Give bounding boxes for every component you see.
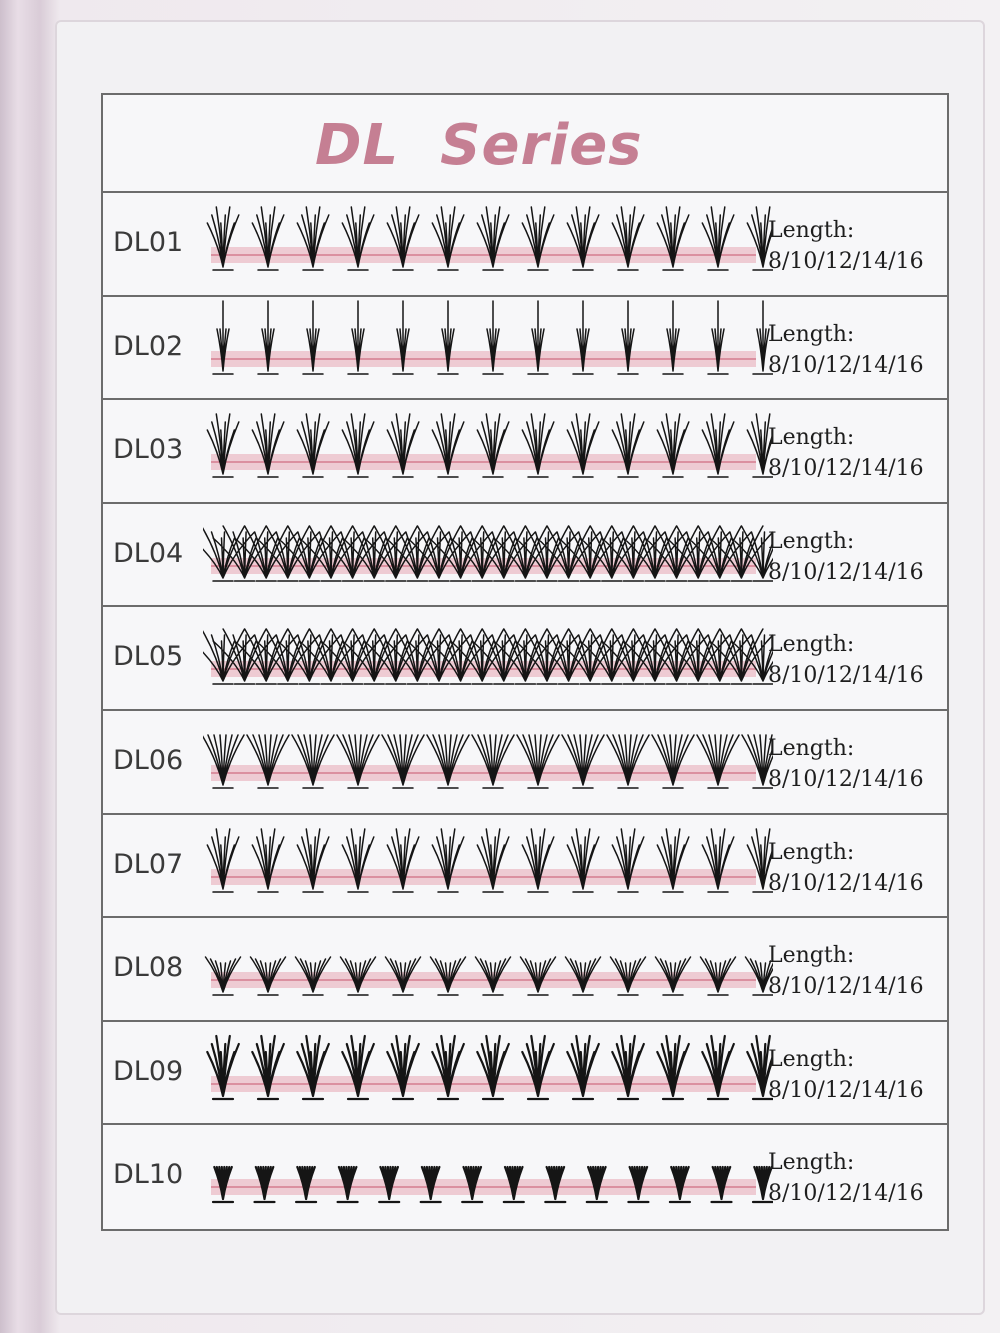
style-code: DL03 (113, 434, 184, 466)
lash-strip-image (206, 413, 773, 478)
style-code: DL09 (113, 1055, 184, 1087)
length-values: 8/10/12/14/16 (768, 559, 924, 585)
length-values: 8/10/12/14/16 (768, 249, 924, 274)
lash-row: DL09 Length: 8/10/12/14/16 (103, 1022, 947, 1126)
length-values: 8/10/12/14/16 (768, 1181, 924, 1207)
style-code: DL07 (113, 848, 184, 880)
lash-row: DL04 Length: 8/10/12/14/16 (103, 504, 947, 608)
length-values: 8/10/12/14/16 (768, 352, 924, 378)
lash-strip-image (206, 827, 773, 893)
style-code: DL01 (113, 227, 184, 258)
length-label: Length: (768, 425, 855, 451)
style-code: DL08 (113, 952, 184, 984)
lash-row: DL02 Length: 8/10/12/14/16 (103, 297, 947, 401)
lash-fibers (206, 413, 773, 478)
length-info: Length: 8/10/12/14/16 (768, 422, 924, 484)
length-info: Length: 8/10/12/14/16 (768, 526, 924, 588)
lash-row: DL10 Length: 8/10/12/14/16 (103, 1125, 947, 1229)
style-code: DL02 (113, 330, 184, 362)
lash-strip-image (211, 299, 773, 375)
lash-strip-image (203, 525, 773, 582)
lash-fibers (203, 628, 773, 686)
style-code: DL04 (113, 537, 184, 569)
lash-fibers (211, 1166, 773, 1204)
lash-strip-image (203, 628, 773, 686)
length-label: Length: (768, 632, 855, 658)
lash-row: DL01 Length: 8/10/12/14/16 (103, 193, 947, 297)
length-label: Length: (768, 735, 855, 761)
lash-fibers (206, 206, 773, 271)
lash-row: DL08 Length: 8/10/12/14/16 (103, 918, 947, 1022)
length-values: 8/10/12/14/16 (768, 974, 924, 1000)
lash-fibers (203, 734, 773, 789)
lash-strip-image (204, 956, 773, 996)
length-label: Length: (768, 1046, 855, 1072)
length-values: 8/10/12/14/16 (768, 1077, 924, 1103)
length-info: Length: 8/10/12/14/16 (768, 1044, 924, 1106)
length-info: Length: 8/10/12/14/16 (768, 1147, 924, 1209)
style-code: DL05 (113, 641, 184, 673)
lash-rows: DL01 Length: 8/10/12/14/16 DL02 Length: 8/10/… (103, 193, 947, 1229)
style-code: DL06 (113, 744, 184, 776)
length-values: 8/10/12/14/16 (768, 870, 924, 896)
length-values: 8/10/12/14/16 (768, 766, 924, 792)
length-info: Length: 8/10/12/14/16 (768, 629, 924, 691)
length-info: Length: 8/10/12/14/16 (768, 215, 924, 277)
lash-fibers (203, 525, 773, 582)
card-header: DL Series (103, 95, 947, 193)
length-label: Length: (768, 321, 855, 347)
length-label: Length: (768, 943, 855, 969)
lash-row: DL07 Length: 8/10/12/14/16 (103, 815, 947, 919)
lash-strip-image (203, 734, 773, 789)
lash-strip-image (211, 1166, 773, 1204)
lash-row: DL06 Length: 8/10/12/14/16 (103, 711, 947, 815)
lash-strip-image (206, 1034, 773, 1100)
style-code: DL10 (113, 1159, 184, 1191)
length-info: Length: 8/10/12/14/16 (768, 940, 924, 1002)
length-label: Length: (768, 218, 855, 243)
series-title: DL Series (315, 113, 643, 178)
length-info: Length: 8/10/12/14/16 (768, 319, 924, 381)
length-label: Length: (768, 839, 855, 865)
length-label: Length: (768, 1150, 855, 1176)
length-info: Length: 8/10/12/14/16 (768, 733, 924, 795)
lash-row: DL03 Length: 8/10/12/14/16 (103, 400, 947, 504)
lash-strip-image (206, 206, 773, 271)
product-card: DL Series DL01 Length: 8/10/12/14/16 DL02 Le… (101, 93, 949, 1231)
length-values: 8/10/12/14/16 (768, 456, 924, 482)
lash-fibers (206, 1034, 773, 1100)
lash-fibers (212, 299, 773, 375)
length-values: 8/10/12/14/16 (768, 663, 924, 689)
length-label: Length: (768, 528, 855, 554)
length-info: Length: 8/10/12/14/16 (768, 837, 924, 899)
lash-row: DL05 Length: 8/10/12/14/16 (103, 607, 947, 711)
lash-fibers (206, 827, 773, 893)
lash-fibers (204, 956, 773, 996)
